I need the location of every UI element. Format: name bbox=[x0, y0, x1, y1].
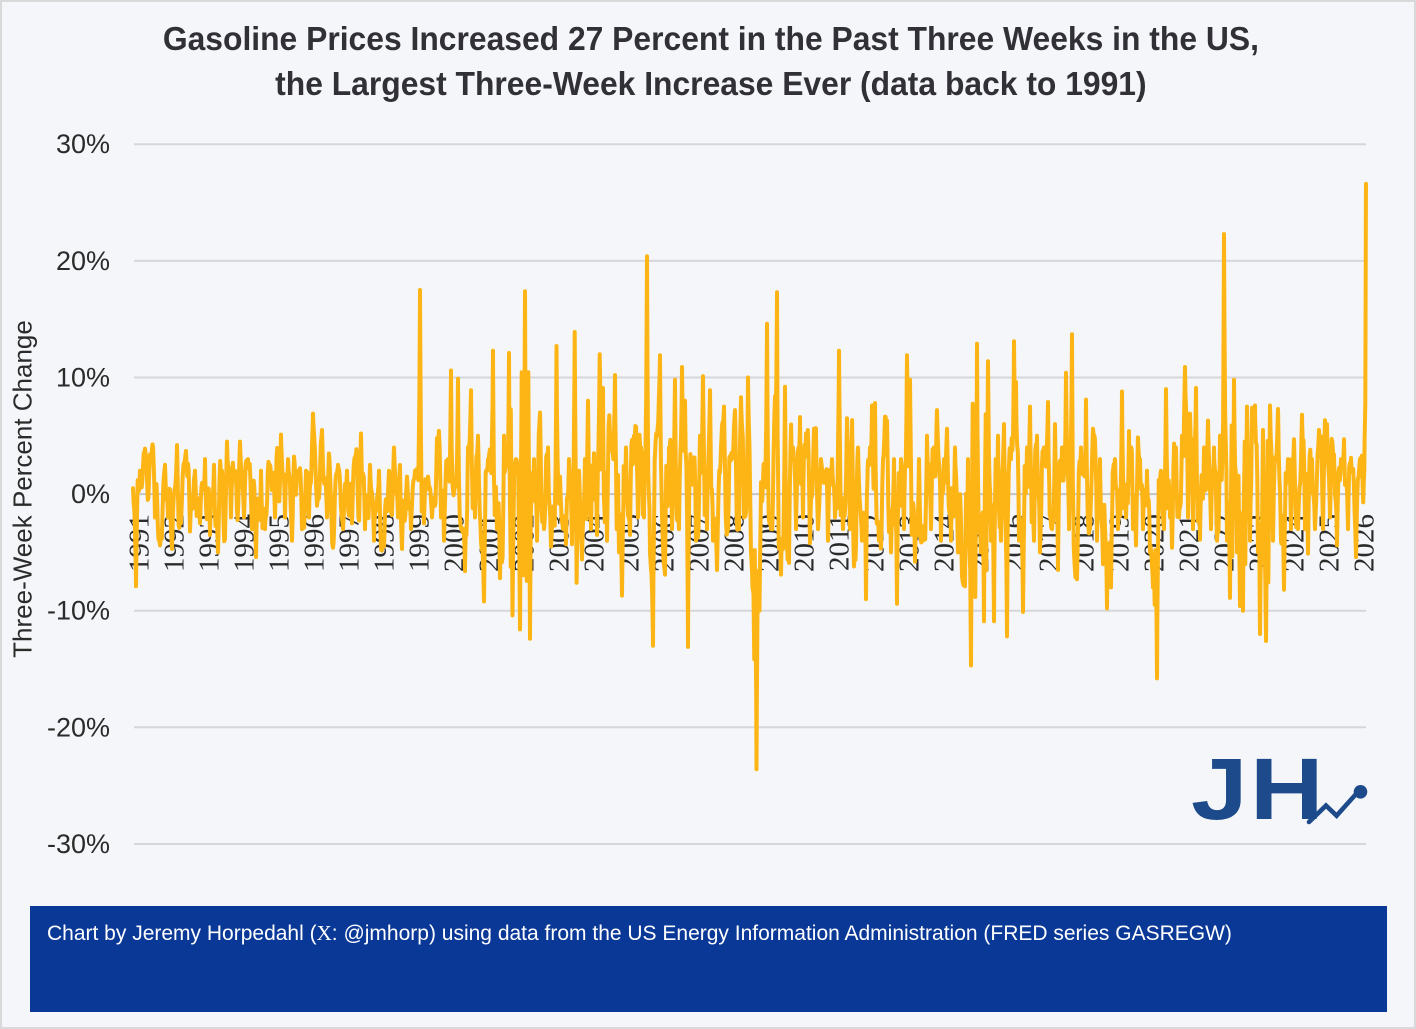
svg-text:20%: 20% bbox=[56, 246, 110, 276]
svg-text:-10%: -10% bbox=[47, 596, 110, 626]
svg-text:1991: 1991 bbox=[124, 514, 156, 572]
svg-text:1999: 1999 bbox=[404, 514, 436, 572]
svg-text:2025: 2025 bbox=[1314, 514, 1346, 572]
svg-text:-20%: -20% bbox=[47, 712, 110, 742]
svg-text:1997: 1997 bbox=[334, 514, 366, 572]
svg-text:10%: 10% bbox=[56, 363, 110, 393]
svg-text:-30%: -30% bbox=[47, 829, 110, 859]
svg-text:30%: 30% bbox=[56, 129, 110, 159]
svg-text:0%: 0% bbox=[71, 479, 110, 509]
svg-text:2008: 2008 bbox=[719, 514, 751, 572]
svg-text:2014: 2014 bbox=[929, 514, 961, 573]
svg-text:2010: 2010 bbox=[789, 514, 821, 572]
